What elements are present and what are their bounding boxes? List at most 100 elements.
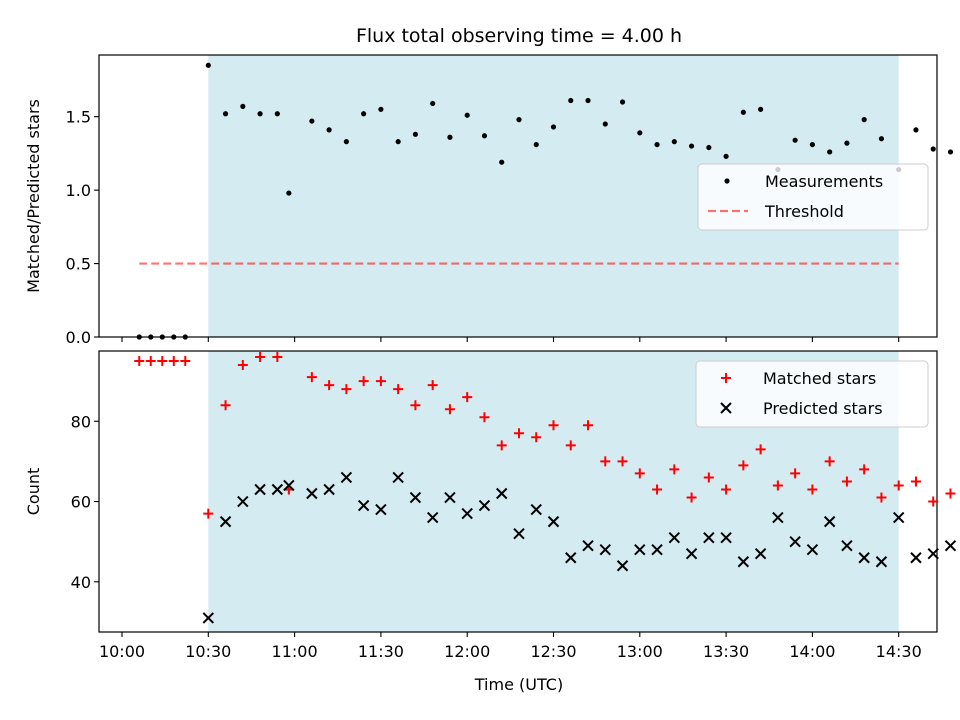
predicted-stars-point — [616, 560, 629, 572]
legend: Measurements Threshold — [697, 163, 929, 231]
measurement-point — [240, 103, 246, 110]
measurement-point — [827, 149, 833, 155]
matched-stars-point — [928, 496, 939, 507]
matched-stars-point — [237, 360, 248, 371]
predicted-stars-point — [823, 515, 836, 528]
matched-stars-point — [375, 376, 386, 387]
matched-stars-point — [479, 412, 490, 423]
predicted-stars-point — [634, 543, 646, 556]
matched-stars-point — [427, 380, 438, 391]
matched-stars-point — [444, 404, 455, 415]
x-tick-label: 14:00 — [789, 642, 835, 661]
predicted-stars-point — [496, 487, 508, 500]
x-tick-label: 14:30 — [876, 642, 922, 661]
measurement-point — [533, 141, 539, 148]
predicted-stars-point — [513, 527, 525, 540]
y-tick-label: 40 — [71, 573, 91, 592]
matched-stars-point — [634, 468, 645, 479]
matched-stars-point — [180, 356, 191, 367]
matched-stars-point — [496, 440, 507, 451]
legend-marker-matched — [721, 373, 731, 383]
predicted-stars-point — [375, 503, 387, 516]
predicted-stars-point — [875, 556, 888, 568]
measurement-point — [619, 99, 626, 105]
measurement-point — [516, 117, 522, 123]
matched-stars-point — [255, 352, 266, 363]
measurement-point — [136, 334, 142, 340]
predicted-stars-point — [202, 612, 215, 624]
measurement-point — [171, 334, 177, 340]
predicted-stars-point — [892, 511, 905, 524]
measurement-point — [550, 124, 557, 130]
measurement-point — [148, 334, 154, 340]
predicted-stars-point — [703, 531, 715, 544]
matched-stars-point — [220, 400, 231, 411]
predicted-stars-point — [547, 515, 560, 528]
y-tick-label: 1.5 — [66, 108, 91, 127]
matched-stars-point — [272, 352, 283, 363]
measurement-point — [930, 146, 936, 152]
predicted-stars-point — [582, 539, 594, 552]
matched-stars-point — [306, 372, 317, 383]
predicted-stars-point — [237, 495, 249, 508]
matched-stars-point — [807, 484, 818, 495]
legend-label: Matched stars — [763, 369, 876, 388]
y-tick-label: 0.5 — [66, 255, 91, 274]
measurement-point — [602, 121, 608, 127]
figure-title: Flux total observing time = 4.00 h — [356, 25, 682, 47]
measurement-point — [585, 97, 591, 104]
measurement-point — [343, 139, 349, 145]
y-axis-label: Matched/Predicted stars — [24, 99, 43, 293]
matched-stars-point — [772, 480, 783, 491]
predicted-stars-point — [392, 471, 404, 484]
measurement-point — [159, 334, 165, 340]
measurement-point — [481, 133, 488, 139]
x-axis-label: Time (UTC) — [474, 675, 563, 694]
x-tick-label: 12:30 — [530, 642, 576, 661]
measurement-point — [878, 136, 885, 142]
measurement-point — [568, 97, 574, 104]
matched-stars-point — [410, 400, 421, 411]
measurement-point — [257, 111, 263, 117]
measurement-point — [844, 140, 850, 146]
predicted-stars-point — [754, 548, 767, 560]
predicted-stars-point — [841, 539, 853, 552]
predicted-stars-point — [858, 552, 870, 564]
predicted-stars-point — [340, 471, 353, 484]
matched-stars-point — [462, 392, 473, 403]
matched-stars-point — [168, 356, 179, 367]
matched-stars-point — [824, 456, 835, 467]
measurement-point — [222, 111, 229, 117]
y-axis-label: Count — [24, 468, 43, 516]
measurement-point — [182, 334, 188, 340]
predicted-stars-point — [478, 499, 491, 512]
legend: Matched stars Predicted stars — [695, 360, 929, 428]
measurement-point — [430, 100, 436, 107]
panels: 0.0 0.5 1.0 1.5 Matched/Predicted stars Measu… — [24, 54, 957, 694]
predicted-stars-point — [685, 548, 698, 560]
predicted-stars-point — [927, 548, 939, 560]
measurement-point — [326, 127, 332, 133]
matched-stars-point — [945, 488, 956, 499]
legend-label: Threshold — [764, 202, 844, 221]
matched-stars-point — [790, 468, 801, 479]
matched-stars-point — [531, 432, 542, 443]
series-predicted-stars — [202, 471, 957, 624]
predicted-stars-point — [720, 531, 732, 544]
predicted-stars-point — [461, 507, 473, 520]
measurement-point — [654, 141, 660, 148]
measurement-point — [637, 130, 643, 136]
measurement-point — [274, 111, 280, 117]
predicted-stars-point — [806, 543, 819, 556]
count-panel: 40 60 80 10:00 10:30 11:00 11:30 12:00 12:30 13:0… — [24, 350, 957, 694]
x-tick-label: 11:00 — [272, 642, 318, 661]
predicted-stars-point — [910, 552, 922, 564]
measurement-point — [205, 62, 211, 68]
measurement-point — [723, 153, 729, 159]
x-tick-label: 10:00 — [99, 642, 145, 661]
series-matched-stars — [134, 352, 956, 519]
predicted-stars-point — [219, 515, 232, 528]
predicted-stars-point — [254, 483, 266, 496]
predicted-stars-point — [271, 483, 284, 496]
predicted-stars-point — [789, 535, 801, 548]
